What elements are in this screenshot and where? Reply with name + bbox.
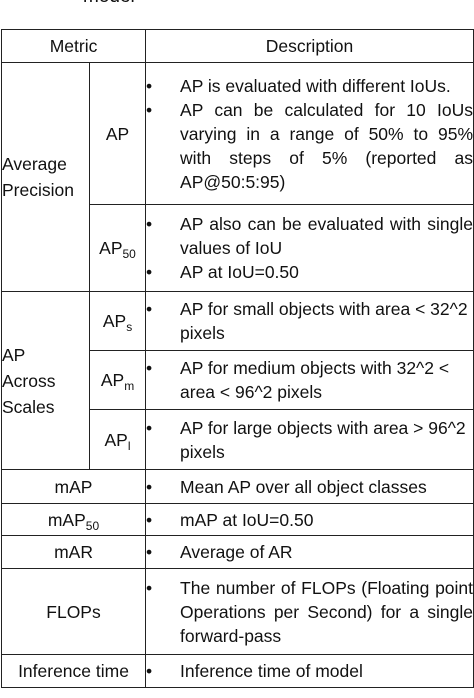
description-flops: • The number of FLOPs (Floating point Ope… — [145, 568, 474, 655]
header-description: Description — [145, 29, 474, 63]
table-row-ap: Average Precision AP • AP is evaluated wi… — [1, 62, 474, 292]
table-row-mar: mAR • Average of AR — [0, 535, 474, 569]
metric-map: mAP — [0, 469, 147, 504]
list-item: • AP is evaluated with different IoUs. — [146, 75, 451, 96]
metric-ap-m: APm — [88, 350, 147, 410]
bullet-icon: • — [146, 262, 153, 282]
description-ap-m: • AP for medium objects with 32^2 < area … — [145, 350, 474, 410]
metric-ap: AP — [88, 62, 147, 205]
bullet-icon: • — [146, 299, 153, 319]
metric-inference-time: Inference time — [0, 654, 147, 688]
description-ap-s: • AP for small objects with area < 32^2 p… — [145, 291, 474, 351]
metrics-table: Metric Description Average Precision AP … — [0, 29, 474, 688]
table-row-map50: mAP50 • mAP at IoU=0.50 — [0, 503, 474, 536]
list-item: • Mean AP over all object classes — [146, 476, 427, 497]
bullet-icon: • — [146, 661, 153, 681]
description-map50: • mAP at IoU=0.50 — [145, 503, 474, 536]
bullet-icon: • — [146, 577, 153, 598]
list-item: • AP can be calculated for 10 IoUs varyin… — [146, 99, 474, 192]
description-inference-time: • Inference time of model — [145, 654, 474, 688]
bullet-icon: • — [146, 99, 153, 120]
list-item: • Inference time of model — [146, 661, 363, 681]
metric-ap50: AP50 — [88, 204, 147, 292]
group-ap-across-scales: AP Across Scales — [1, 291, 90, 470]
metric-mar: mAR — [0, 535, 147, 569]
list-item: • The number of FLOPs (Floating point Ope… — [146, 577, 474, 646]
bullet-icon: • — [146, 75, 153, 96]
list-item: • AP for small objects with area < 32^2 p… — [146, 299, 468, 343]
bullet-icon: • — [146, 509, 153, 530]
metric-ap-l: APl — [88, 409, 147, 470]
description-ap: • AP is evaluated with different IoUs. • A… — [145, 62, 474, 205]
table-row-ap-l: APl • AP for large objects with area > 96… — [2, 409, 474, 470]
bullet-icon: • — [146, 214, 153, 234]
description-mar: • Average of AR — [145, 535, 474, 569]
list-item: • AP also can be evaluated with single va… — [146, 214, 474, 258]
table-row-ap-m: APm • AP for medium objects with 32^2 < a… — [2, 350, 474, 410]
description-ap50: • AP also can be evaluated with single va… — [145, 204, 474, 292]
metric-map50: mAP50 — [0, 503, 147, 536]
header-row: Metric Description — [0, 29, 474, 63]
table-row-flops: FLOPs • The number of FLOPs (Floating poi… — [0, 568, 474, 655]
table-row-ap-s: AP Across Scales APs • AP for small objec… — [1, 291, 474, 470]
metric-ap-s: APs — [88, 291, 147, 351]
bullet-icon: • — [146, 476, 153, 497]
description-map: • Mean AP over all object classes — [145, 469, 474, 504]
list-item: • AP for large objects with area > 96^2 p… — [146, 417, 466, 462]
bullet-icon: • — [146, 417, 153, 438]
metric-flops: FLOPs — [0, 568, 147, 655]
table-row-inference-time: Inference time • Inference time of model — [0, 654, 474, 688]
list-item: • AP at IoU=0.50 — [146, 262, 299, 282]
list-item: • mAP at IoU=0.50 — [146, 509, 314, 530]
table-row-ap50: AP50 • AP also can be evaluated with sing… — [2, 204, 474, 292]
list-item: • Average of AR — [146, 542, 293, 562]
list-item: • AP for medium objects with 32^2 < area … — [146, 358, 450, 402]
table-caption: model — [83, 0, 135, 8]
header-metric: Metric — [0, 29, 147, 63]
group-average-precision: Average Precision — [1, 62, 90, 292]
bullet-icon: • — [146, 358, 153, 378]
table-row-map: mAP • Mean AP over all object classes — [0, 469, 474, 504]
description-ap-l: • AP for large objects with area > 96^2 p… — [145, 409, 474, 470]
bullet-icon: • — [146, 542, 153, 562]
